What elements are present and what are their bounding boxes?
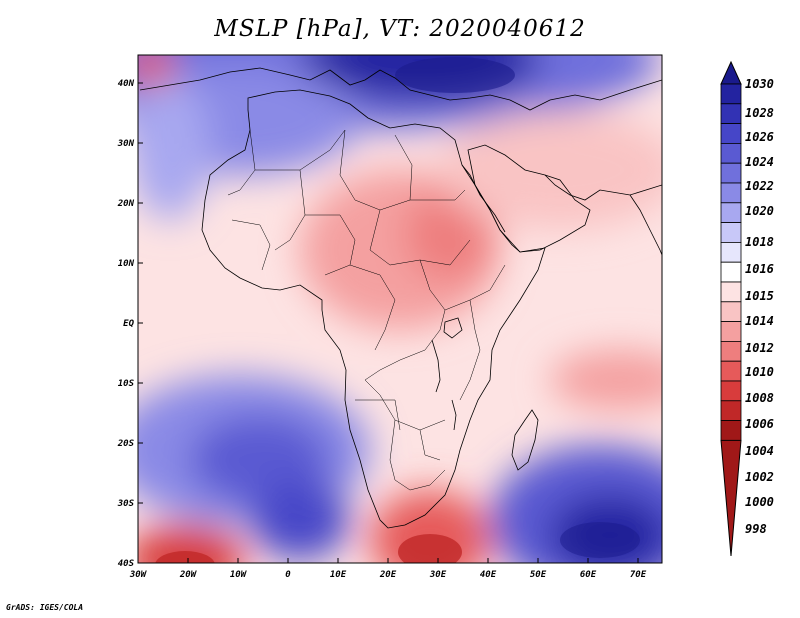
europe-coastline — [139, 67, 662, 111]
colorbar-label: 1020 — [745, 204, 774, 218]
lon-label-20e: 20E — [379, 570, 397, 580]
madagascar-coastline — [511, 409, 539, 471]
colorbar-label: 1018 — [745, 235, 774, 249]
lake-victoria — [443, 317, 463, 339]
southern-africa-low-core — [398, 534, 462, 563]
colorbar-segment — [720, 182, 742, 204]
axis-ticks — [138, 82, 639, 563]
latitude-labels: 40N 30N 20N 10N EQ 10S 20S 30S 40S — [117, 79, 135, 569]
colorbar-label: 1014 — [745, 314, 774, 328]
south-atlantic-low-core — [155, 551, 215, 563]
colorbar-label: 1006 — [745, 417, 774, 431]
lon-label-0: 0 — [285, 570, 291, 580]
red-sea-coast — [461, 164, 506, 233]
colorbar-segment — [720, 321, 742, 342]
plot-frame — [137, 54, 663, 564]
colorbar-label: 1008 — [745, 391, 774, 405]
country-borders — [227, 129, 506, 491]
colorbar-segment — [720, 162, 742, 184]
colorbar — [720, 60, 742, 557]
colorbar-labels: 1030 1028 1026 1024 1022 1020 1018 1016 … — [745, 77, 774, 536]
colorbar-segment — [720, 301, 742, 322]
lon-label-70e: 70E — [630, 570, 647, 580]
colorbar-segment — [720, 400, 742, 421]
lake-malawi — [451, 399, 457, 431]
africa-coastline — [201, 89, 546, 529]
colorbar-label: 1015 — [745, 289, 774, 303]
colorbar-segment — [720, 420, 742, 441]
lat-label-20s: 20S — [117, 439, 135, 449]
lon-label-30w: 30W — [129, 570, 148, 580]
colorbar-segment — [720, 142, 742, 164]
longitude-labels: 30W 20W 10W 0 10E 20E 30E 40E 50E 60E 70… — [129, 570, 647, 580]
arabia-coastline — [467, 144, 591, 253]
lat-label-eq: EQ — [123, 319, 134, 329]
lon-label-50e: 50E — [530, 570, 547, 580]
colorbar-label: 1028 — [745, 106, 774, 120]
lon-label-40e: 40E — [480, 570, 497, 580]
map-title: MSLP [hPa], VT: 2020040612 — [214, 16, 586, 42]
lat-label-40s: 40S — [118, 559, 135, 569]
colorbar-top-arrow — [720, 60, 742, 85]
colorbar-label: 1016 — [745, 262, 774, 276]
lon-label-60e: 60E — [580, 570, 597, 580]
indian-ocean-high-core — [560, 522, 640, 558]
colorbar-label: 998 — [745, 522, 767, 536]
lon-label-10e: 10E — [330, 570, 347, 580]
colorbar-segment — [720, 281, 742, 303]
lat-label-10n: 10N — [118, 259, 135, 269]
lat-label-40n: 40N — [118, 79, 135, 89]
colorbar-segment — [720, 261, 742, 283]
colorbar-label: 1024 — [745, 155, 774, 169]
lat-label-10s: 10S — [118, 379, 135, 389]
coastlines — [139, 67, 662, 529]
colorbar-label: 1010 — [745, 365, 774, 379]
colorbar-label: 1004 — [745, 444, 774, 458]
colorbar-label: 1026 — [745, 130, 774, 144]
colorbar-segment — [720, 123, 742, 144]
lon-label-10w: 10W — [230, 570, 248, 580]
lat-label-20n: 20N — [117, 199, 135, 209]
pressure-field — [138, 55, 662, 563]
india-coastline — [629, 194, 662, 256]
colorbar-label: 1000 — [745, 495, 774, 509]
colorbar-label: 1022 — [745, 179, 774, 193]
lon-label-20w: 20W — [179, 570, 198, 580]
mediterranean-high-core — [395, 57, 515, 93]
colorbar-segment — [720, 360, 742, 382]
colorbar-segment — [720, 103, 742, 125]
lon-label-30e: 30E — [429, 570, 447, 580]
colorbar-segment — [720, 202, 742, 224]
colorbar-label: 1012 — [745, 341, 774, 355]
colorbar-segment — [720, 83, 742, 105]
colorbar-segment — [720, 241, 742, 263]
grads-credit: GrADS: IGES/COLA — [6, 603, 84, 612]
lat-label-30n: 30N — [117, 139, 135, 149]
colorbar-label: 1002 — [745, 470, 774, 484]
colorbar-bottom-arrow — [720, 439, 742, 557]
colorbar-label: 1030 — [745, 77, 774, 91]
colorbar-segment — [720, 380, 742, 402]
colorbar-segment — [720, 222, 742, 243]
colorbar-segment — [720, 340, 742, 362]
lat-label-30s: 30S — [117, 499, 135, 509]
lake-tanganyika — [431, 339, 441, 393]
